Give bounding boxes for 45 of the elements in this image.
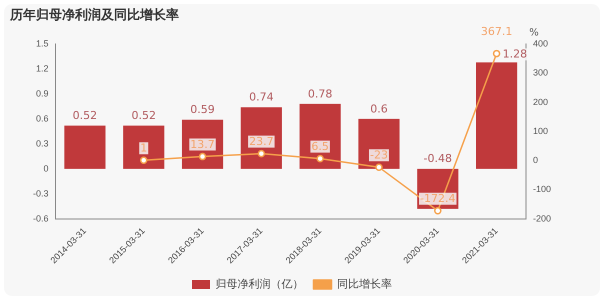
y2-axis-title: % (529, 28, 539, 39)
y-tick-label: 0 (43, 163, 49, 174)
data-label: -172.4 (420, 192, 456, 206)
data-label: 0.52 (131, 108, 156, 122)
data-label: 367.1 (480, 24, 512, 38)
y2-tick-label: 100 (532, 126, 548, 136)
point (198, 152, 206, 160)
y2-tick-label: 200 (532, 96, 548, 107)
point (375, 163, 383, 171)
data-label: 23.7 (249, 134, 274, 148)
y2-tick-label: 300 (532, 68, 548, 78)
y-tick-label: 1.5 (36, 38, 49, 48)
point (258, 150, 266, 158)
data-label: 0.78 (308, 87, 332, 100)
data-label: 1 (140, 142, 148, 155)
bar (476, 62, 518, 169)
point (140, 156, 148, 164)
chart-title: 历年归母净利润及同比增长率 (10, 6, 179, 24)
point (434, 207, 442, 215)
y-tick-label: 0.9 (36, 88, 49, 98)
data-label: -23 (370, 148, 388, 162)
y-tick-label: 0.3 (36, 138, 49, 148)
y2-tick-label: 0 (532, 155, 538, 166)
y-tick-label: 1.2 (36, 63, 49, 74)
data-label: 1.28 (502, 48, 528, 61)
data-label: 6.5 (311, 140, 329, 154)
data-label: 0.59 (190, 103, 215, 116)
y-tick-label: -0.3 (32, 188, 49, 198)
point (492, 50, 500, 58)
y-tick-label: 0.6 (36, 113, 49, 124)
data-label: 13.7 (190, 138, 215, 151)
data-label: 0.74 (249, 90, 274, 104)
data-label: 0.6 (370, 102, 388, 116)
y2-tick-label: 400 (532, 38, 548, 48)
point (316, 154, 324, 162)
legend-label: 归母净利润（亿） (216, 278, 304, 291)
bar (64, 126, 106, 169)
y2-tick-label: -100 (532, 184, 551, 194)
data-label: 0.52 (72, 108, 98, 122)
y-tick-label: -0.6 (32, 213, 49, 224)
y2-tick-label: -200 (532, 213, 551, 224)
bar (123, 126, 164, 169)
legend-label: 同比增长率 (337, 278, 392, 291)
data-label: -0.48 (424, 152, 452, 166)
bar (300, 104, 341, 169)
